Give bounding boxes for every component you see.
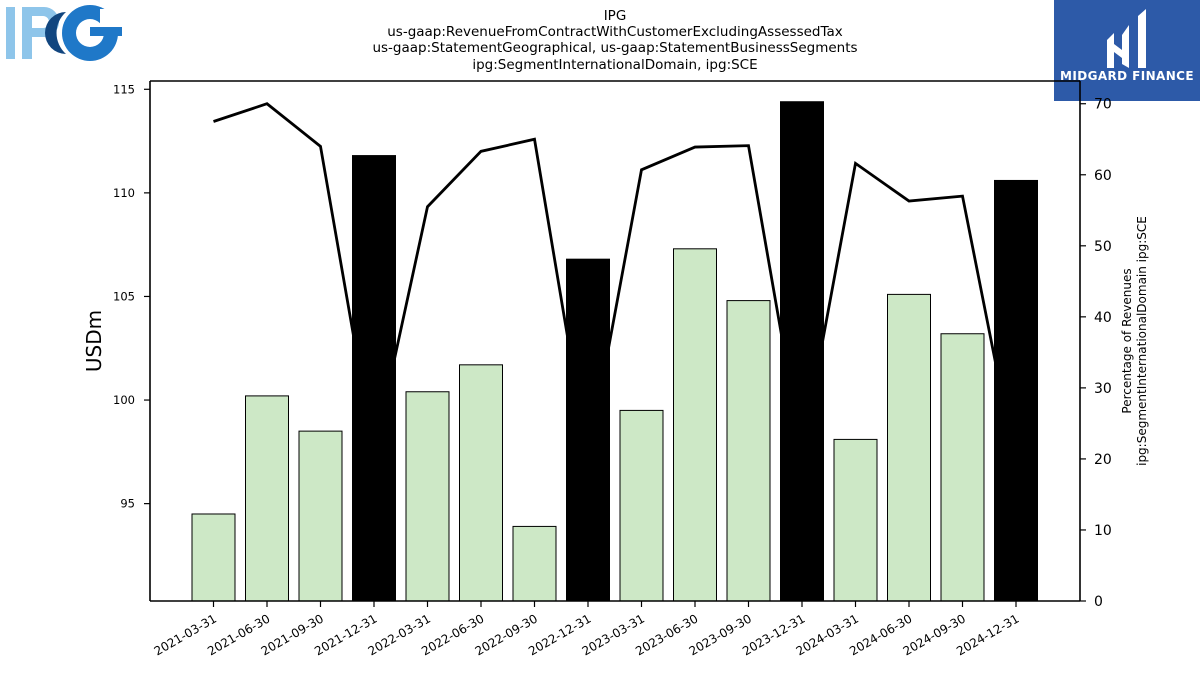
bar-2021-06-30 [245, 395, 289, 602]
bar-2023-03-31 [619, 409, 664, 602]
bar-2022-06-30 [459, 364, 503, 602]
y-tick-label-left-115: 115 [113, 82, 135, 96]
bar-2024-09-30 [940, 333, 985, 602]
y-tick-label-left-100: 100 [113, 393, 135, 407]
y-tick-label-left-95: 95 [120, 497, 135, 511]
y-tick-label-right-70: 70 [1094, 97, 1112, 113]
y-tick-label-right-20: 20 [1094, 452, 1112, 468]
midgard-mark-icon [1107, 9, 1146, 68]
midgard-logo: MIDGARD FINANCE [1054, 0, 1200, 101]
y-tick-label-right-60: 60 [1094, 168, 1112, 184]
bar-2024-06-30 [887, 293, 931, 602]
chart-subtitle-axes: us-gaap:StatementGeographical, us-gaap:S… [372, 40, 858, 56]
bar-2023-06-30 [673, 248, 717, 602]
y-tick-label-right-50: 50 [1094, 239, 1112, 255]
bar-2022-12-31 [566, 258, 610, 602]
bar-2021-09-30 [298, 430, 343, 602]
bar-2022-09-30 [512, 525, 557, 602]
y-tick-label-left-105: 105 [113, 289, 135, 303]
y-tick-label-right-40: 40 [1094, 310, 1112, 326]
chart-subtitle-concept: us-gaap:RevenueFromContractWithCustomerE… [387, 24, 843, 40]
bar-2022-03-31 [405, 391, 450, 602]
y-tick-label-left-110: 110 [113, 186, 135, 200]
bar-2023-09-30 [726, 300, 771, 602]
y-axis-label-right-line2: ipg:SegmentInternationalDomain ipg:SCE [1135, 216, 1149, 466]
ipg-logo [6, 5, 122, 61]
y-tick-label-right-30: 30 [1094, 381, 1112, 397]
y-tick-label-right-0: 0 [1094, 594, 1103, 610]
chart-subtitle-members: ipg:SegmentInternationalDomain, ipg:SCE [472, 57, 758, 73]
bar-2021-03-31 [191, 513, 236, 602]
bar-2024-03-31 [833, 438, 878, 602]
y-axis-label-left: USDm [82, 310, 106, 372]
bar-2023-12-31 [780, 101, 824, 602]
y-tick-label-right-10: 10 [1094, 523, 1112, 539]
percentage-line [213, 102, 1018, 467]
midgard-logo-text: MIDGARD FINANCE [1060, 69, 1194, 83]
y-axis-label-right-line1: Percentage of Revenues [1120, 268, 1134, 413]
chart-title: IPG [603, 8, 627, 24]
